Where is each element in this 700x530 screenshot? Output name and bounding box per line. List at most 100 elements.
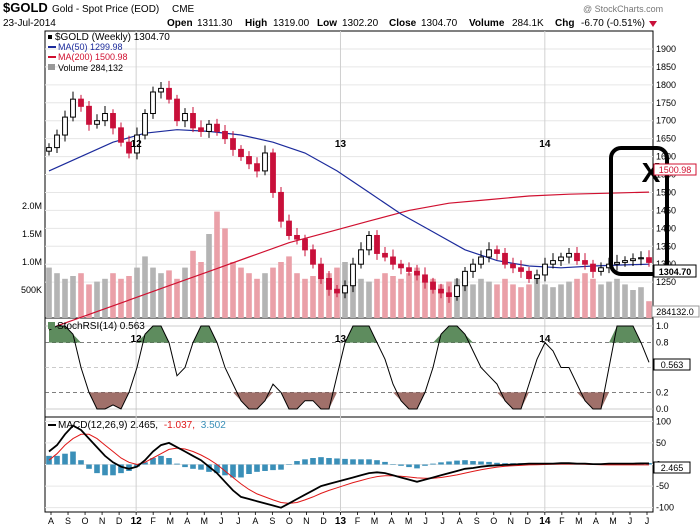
candle-body: [350, 263, 356, 287]
candle-body: [278, 191, 284, 222]
chart-name: Gold - Spot Price (EOD): [52, 4, 159, 15]
candle-body: [246, 156, 252, 165]
volume-bar: [542, 284, 548, 318]
macd-histogram-bar: [470, 461, 476, 465]
x-tick-label: S: [269, 516, 275, 526]
candle-body: [254, 163, 260, 172]
macd-histogram-bar: [390, 464, 396, 465]
x-tick-label: A: [389, 516, 395, 526]
legend-macd: MACD(12,26,9) 2.465, -1.037, 3.502: [58, 420, 226, 431]
stoch-oversold-fill: [393, 392, 401, 401]
stoch-oversold-fill: [513, 392, 521, 409]
x-tick-label: M: [201, 516, 209, 526]
candle-body: [214, 123, 220, 132]
stoch-oversold-fill: [265, 392, 273, 401]
stoch-overbought-fill: [449, 326, 457, 343]
stoch-oversold-fill: [497, 392, 505, 401]
volume-bar: [174, 278, 180, 318]
stoch-oversold-fill: [585, 392, 593, 409]
candle-body: [166, 87, 172, 100]
volume-bar: [622, 284, 628, 318]
macd-histogram-bar: [366, 459, 372, 465]
macd-histogram-bar: [406, 464, 412, 468]
candle-body: [494, 249, 500, 254]
candle-body: [438, 288, 444, 294]
volume-bar: [62, 278, 68, 318]
candle-body: [414, 270, 420, 276]
volume-bar: [94, 281, 100, 318]
ma200-line: [48, 191, 650, 330]
stoch-overbought-fill: [353, 326, 361, 343]
volume-tick-label: 2.0M: [22, 201, 42, 211]
candle-body: [182, 113, 188, 122]
ma200-tag-box: [653, 163, 697, 176]
stoch-oversold-fill: [577, 392, 585, 401]
watermark: @ StockCharts.com: [583, 4, 663, 14]
candle-body: [262, 152, 268, 172]
low-label: Low: [317, 18, 337, 29]
volume-bar: [222, 228, 228, 318]
x-tick-label: D: [525, 516, 532, 526]
volume-bar: [134, 267, 140, 318]
macd-histogram-bar: [286, 464, 292, 465]
macd-histogram-bar: [438, 462, 444, 465]
chg-label: Chg: [555, 18, 574, 29]
down-arrow-icon: [649, 21, 657, 27]
volume-bar: [254, 278, 260, 318]
candle-body: [78, 98, 84, 107]
low-value: 1302.20: [342, 18, 379, 29]
macd-histogram-bar: [198, 464, 204, 470]
macd-histogram-bar: [158, 455, 164, 465]
volume-bar: [302, 278, 308, 318]
candle-body: [110, 113, 116, 129]
candle-body: [558, 256, 564, 262]
candle-body: [542, 263, 548, 276]
volume-tick-label: 1.0M: [22, 257, 42, 267]
volume-bar: [638, 287, 644, 318]
volume-bar: [118, 278, 124, 318]
volume-bar: [206, 234, 212, 318]
stoch-oversold-fill: [233, 392, 241, 401]
x-tick-label: A: [184, 516, 190, 526]
volume-bar: [294, 273, 300, 318]
volume-bar: [54, 273, 60, 318]
macd-histogram-bar: [422, 464, 428, 466]
high-value: 1319.00: [273, 18, 310, 29]
candle-body: [118, 127, 124, 143]
ma50-line: [48, 129, 650, 269]
macd-histogram-bar: [350, 459, 356, 465]
candle-body: [574, 252, 580, 262]
macd-tag: 2.465: [661, 463, 684, 473]
x-tick-label: D: [116, 516, 123, 526]
annotation-box: [609, 146, 669, 276]
candle-body: [190, 113, 196, 129]
volume-bar: [198, 262, 204, 318]
macd-histogram-bar: [334, 458, 340, 465]
macd-histogram-bar: [206, 464, 212, 472]
volume-bar: [78, 273, 84, 318]
macd-histogram-bar: [94, 464, 100, 474]
volume-bar: [566, 281, 572, 318]
x-tick-label: 13: [335, 516, 347, 527]
volume-bar: [262, 273, 268, 318]
x-tick-label: F: [355, 516, 361, 526]
stoch-oversold-fill: [313, 392, 321, 409]
macd-histogram-bar: [166, 458, 172, 465]
volume-bar: [86, 284, 92, 318]
chart-symbol: $GOLD: [3, 0, 48, 15]
volume-bar: [230, 262, 236, 318]
stoch-overbought-fill: [465, 334, 473, 343]
price-tick-label: 1750: [656, 98, 676, 108]
candle-body: [502, 252, 508, 265]
macd-tag-box: [653, 461, 691, 474]
candle-body: [198, 127, 204, 132]
close-label: Close: [389, 18, 417, 29]
volume-tick-label: 500K: [21, 285, 42, 295]
legend-ma50: MA(50) 1299.98: [58, 42, 123, 52]
candle-body: [62, 116, 68, 136]
candle-body: [206, 123, 212, 132]
candle-body: [134, 134, 140, 154]
macd-histogram-bar: [486, 461, 492, 465]
macd-histogram-bar: [230, 464, 236, 478]
x-tick-label: J: [440, 516, 445, 526]
